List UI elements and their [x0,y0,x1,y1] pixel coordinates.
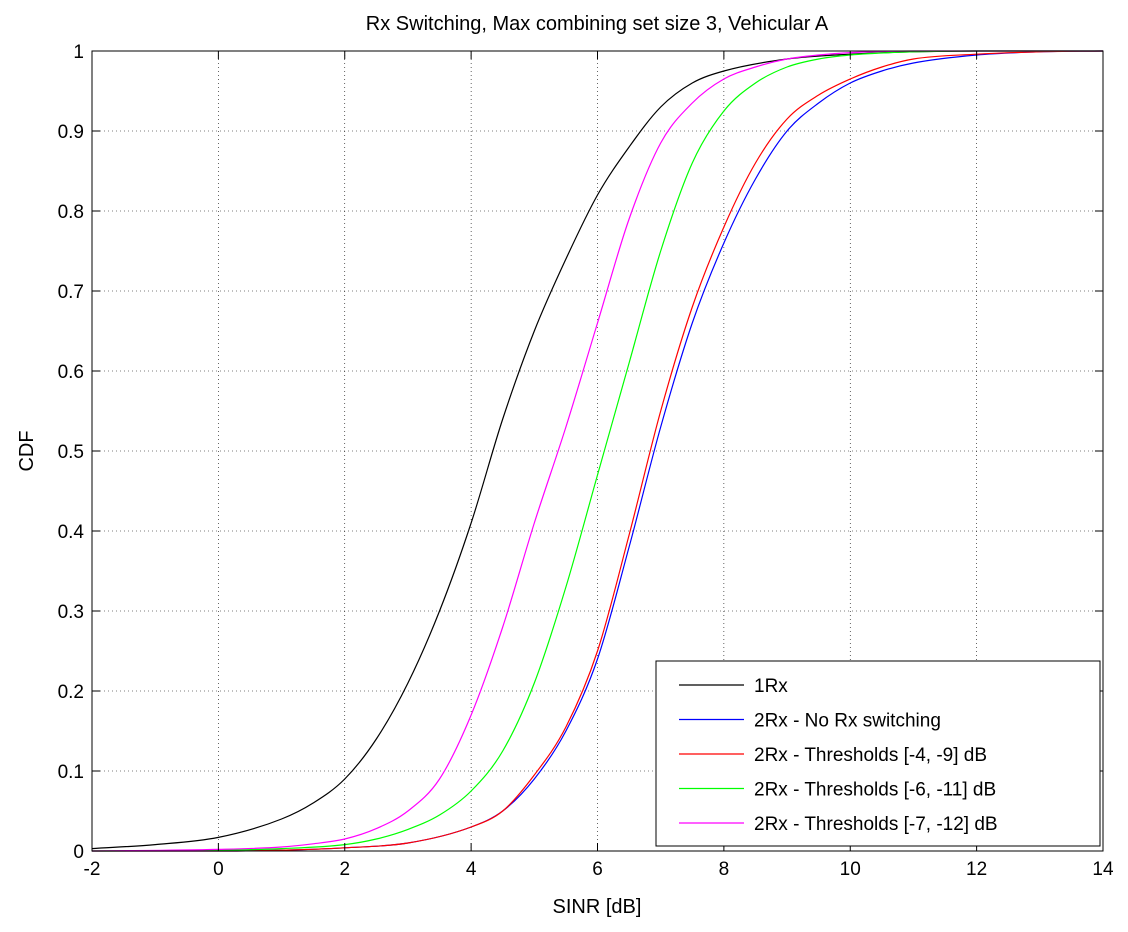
legend-label: 2Rx - No Rx switching [754,711,941,732]
y-tick-label: 0.1 [58,762,84,783]
series-line-2 [92,50,1104,852]
y-tick-label: 0 [73,842,84,863]
y-tick-label: 0.7 [58,282,84,303]
series-line-4 [91,50,1103,852]
y-tick-label: 0.8 [58,202,84,223]
legend-label: 2Rx - Thresholds [-6, -11] dB [754,780,996,801]
x-tick-label: 14 [1092,859,1114,880]
x-tick-label: 12 [966,859,987,880]
chart-title: Rx Switching, Max combining set size 3, … [366,13,829,35]
legend-label: 2Rx - Thresholds [-7, -12] dB [754,814,998,835]
tick-layer: -2 0 2 4 6 8 10 12 1400.10.20.30.40.50.60.70.80.… [58,42,1114,880]
x-tick-label: 2 [339,859,350,880]
y-tick-label: 0.4 [58,522,85,543]
y-tick-label: 0.2 [58,682,84,703]
x-tick-label: 8 [719,859,730,880]
x-axis-label: SINR [dB] [553,896,642,918]
legend-label: 1Rx [754,676,788,697]
grid-layer [92,51,1103,851]
x-tick-label: 6 [592,859,603,880]
x-tick-label: 0 [213,859,224,880]
y-tick-label: 0.9 [58,122,84,143]
y-tick-label: 0.6 [58,362,84,383]
y-tick-label: 1 [73,42,84,63]
x-tick-label: 10 [840,859,861,880]
legend-label: 2Rx - Thresholds [-4, -9] dB [754,745,987,766]
series-layer [91,50,1104,852]
y-axis-label: CDF [16,430,38,471]
x-tick-label: -2 [84,859,101,880]
y-tick-label: 0.5 [58,442,84,463]
y-tick-label: 0.3 [58,602,84,623]
x-tick-label: 4 [466,859,477,880]
series-line-3 [91,50,1103,852]
legend: 1Rx 2Rx - No Rx switching 2Rx - Thresholds… [655,660,1101,847]
